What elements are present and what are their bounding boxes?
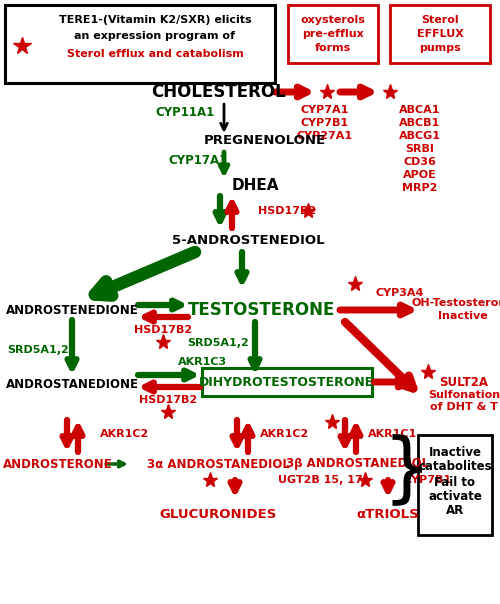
- Text: SULT2A: SULT2A: [440, 376, 488, 388]
- FancyBboxPatch shape: [418, 435, 492, 535]
- Text: ANDROSTENEDIONE: ANDROSTENEDIONE: [6, 303, 138, 316]
- Text: AKR1C1: AKR1C1: [368, 429, 417, 439]
- Text: TERE1-(Vitamin K2/SXR) elicits: TERE1-(Vitamin K2/SXR) elicits: [58, 15, 252, 25]
- FancyBboxPatch shape: [288, 5, 378, 63]
- Text: activate: activate: [428, 490, 482, 504]
- Text: Fail to: Fail to: [434, 475, 476, 489]
- Text: AR: AR: [446, 504, 464, 518]
- Text: UGT2B 15, 17: UGT2B 15, 17: [278, 475, 362, 485]
- Text: oxysterols: oxysterols: [300, 15, 366, 25]
- Text: 3α ANDROSTANEDIOL: 3α ANDROSTANEDIOL: [146, 457, 290, 471]
- Text: ABCB1: ABCB1: [400, 118, 440, 128]
- Text: of DHT & T: of DHT & T: [430, 402, 498, 412]
- Text: an expression program of: an expression program of: [74, 31, 235, 41]
- Text: catabolites: catabolites: [418, 460, 492, 474]
- Text: GLUCURONIDES: GLUCURONIDES: [160, 509, 276, 521]
- FancyBboxPatch shape: [202, 368, 372, 396]
- Text: SRBI: SRBI: [406, 144, 434, 154]
- Text: CYP7B1: CYP7B1: [404, 475, 452, 485]
- Text: AKR1C3: AKR1C3: [178, 357, 226, 367]
- Text: ANDROSTANEDIONE: ANDROSTANEDIONE: [6, 379, 138, 391]
- Text: Sterol efflux and catabolism: Sterol efflux and catabolism: [66, 49, 244, 59]
- FancyBboxPatch shape: [5, 5, 275, 83]
- Text: EFFLUX: EFFLUX: [416, 29, 464, 39]
- Text: CYP27A1: CYP27A1: [297, 131, 353, 141]
- Text: 3β ANDROSTANEDIOL: 3β ANDROSTANEDIOL: [286, 457, 430, 471]
- Text: DIHYDROTESTOSTERONE: DIHYDROTESTOSTERONE: [200, 376, 374, 388]
- Text: Inactive: Inactive: [428, 446, 482, 460]
- Text: ABCG1: ABCG1: [399, 131, 441, 141]
- Text: HSD17B2: HSD17B2: [139, 395, 197, 405]
- Text: Inactive: Inactive: [438, 311, 488, 321]
- Text: forms: forms: [315, 43, 351, 53]
- Text: SRD5A1,2: SRD5A1,2: [7, 345, 69, 355]
- Text: PREGNENOLONE: PREGNENOLONE: [204, 133, 326, 147]
- Text: pumps: pumps: [419, 43, 461, 53]
- Text: HSD17B2: HSD17B2: [258, 206, 316, 216]
- Text: 5-ANDROSTENEDIOL: 5-ANDROSTENEDIOL: [172, 234, 324, 246]
- Text: OH-Testosterone: OH-Testosterone: [412, 298, 500, 308]
- Text: CHOLESTEROL: CHOLESTEROL: [150, 83, 286, 101]
- Text: CYP17A1: CYP17A1: [168, 153, 228, 167]
- Text: Sterol: Sterol: [421, 15, 459, 25]
- Text: AKR1C2: AKR1C2: [260, 429, 309, 439]
- Text: CYP7A1: CYP7A1: [301, 105, 349, 115]
- Text: AKR1C2: AKR1C2: [100, 429, 149, 439]
- Text: Sulfonation: Sulfonation: [428, 390, 500, 400]
- Text: TESTOSTERONE: TESTOSTERONE: [188, 301, 336, 319]
- Text: APOE: APOE: [403, 170, 437, 180]
- Text: SRD5A1,2: SRD5A1,2: [187, 338, 249, 348]
- Text: αTRIOLS: αTRIOLS: [356, 509, 420, 521]
- Text: ANDROSTERONE: ANDROSTERONE: [3, 457, 113, 471]
- Text: }: }: [383, 433, 431, 507]
- Text: pre-efflux: pre-efflux: [302, 29, 364, 39]
- Text: CYP11A1: CYP11A1: [156, 106, 214, 120]
- Text: DHEA: DHEA: [231, 179, 279, 193]
- FancyBboxPatch shape: [390, 5, 490, 63]
- Text: MRP2: MRP2: [402, 183, 438, 193]
- Text: HSD17B2: HSD17B2: [134, 325, 192, 335]
- Text: ABCA1: ABCA1: [399, 105, 441, 115]
- Text: CYP3A4: CYP3A4: [375, 288, 424, 298]
- Text: CYP7B1: CYP7B1: [301, 118, 349, 128]
- Text: CD36: CD36: [404, 157, 436, 167]
